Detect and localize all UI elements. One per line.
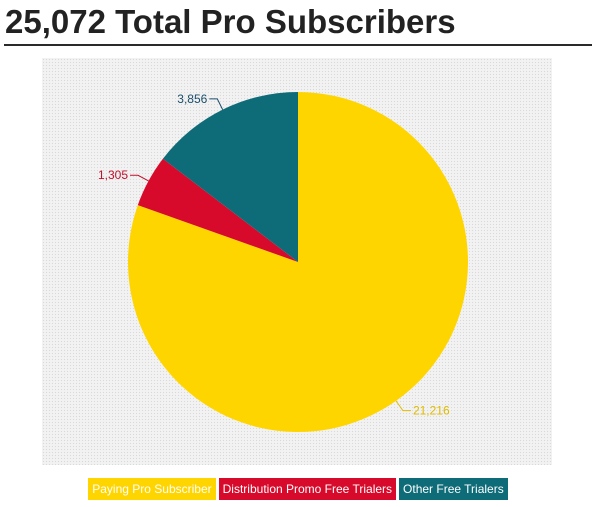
chart-title: 25,072 Total Pro Subscribers [5,3,456,40]
chart-legend: Paying Pro Subscriber Distribution Promo … [0,478,596,500]
leader-line [130,174,149,182]
leader-line [395,400,411,412]
data-label: 1,305 [98,168,128,182]
legend-item-other-free-trialers: Other Free Trialers [399,478,508,500]
data-label: 21,216 [413,404,450,418]
pie-chart: 21,216 1,305 3,856 [98,92,469,432]
pie-slice-distribution-promo-free-trialers [137,158,298,262]
legend-item-paying-pro-subscriber: Paying Pro Subscriber [88,478,216,500]
pie-slice-other-free-trialers [162,92,298,262]
chart-area: 21,216 1,305 3,856 [42,58,552,465]
data-label: 3,856 [177,92,207,106]
legend-item-distribution-promo-free-trialers: Distribution Promo Free Trialers [218,478,397,500]
title-divider [4,44,592,46]
leader-line [209,98,224,110]
